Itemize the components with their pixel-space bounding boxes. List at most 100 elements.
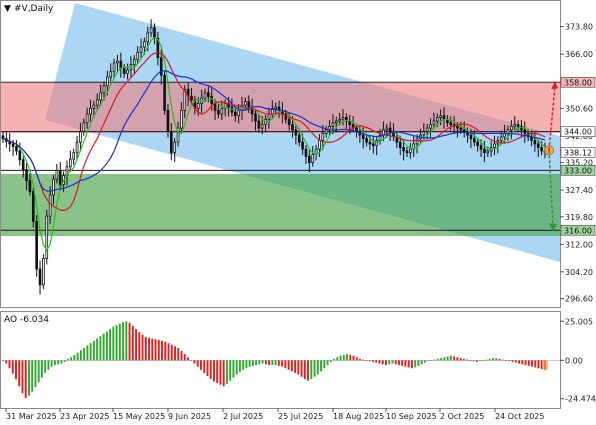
candle-body: [119, 60, 123, 69]
ao-bar: [362, 359, 365, 361]
ao-bar: [472, 360, 475, 362]
candle-body: [159, 57, 163, 76]
candle-body: [58, 169, 62, 185]
ao-bar: [323, 360, 326, 369]
candle-body: [82, 122, 86, 132]
candle-body: [388, 127, 392, 132]
ao-bar: [96, 338, 99, 361]
candle-body: [334, 120, 338, 124]
candle-body: [72, 152, 76, 160]
candle-body: [472, 138, 476, 143]
ao-bar: [449, 355, 452, 361]
candle-body: [79, 131, 82, 143]
ao-bar: [378, 360, 381, 364]
ao-bar: [381, 360, 384, 365]
ao-bar: [24, 360, 27, 398]
ao-bar: [161, 340, 163, 361]
ao-bar: [459, 358, 462, 361]
ao-tick-label: -24.474: [565, 395, 596, 404]
ao-bar: [436, 358, 439, 361]
candle-body: [89, 107, 92, 115]
candle-body: [136, 51, 139, 60]
ao-bar: [352, 355, 355, 361]
price-tick-label: 327.40: [565, 186, 593, 195]
ao-bar: [148, 337, 151, 361]
price-tick-label: 319.80: [565, 213, 593, 222]
candle-body: [11, 143, 15, 147]
ao-bar: [70, 357, 73, 361]
ao-bar: [219, 360, 222, 385]
candle-body: [456, 125, 459, 129]
ao-bar: [524, 360, 527, 366]
price-tick-label: 304.20: [565, 268, 593, 277]
ao-bar: [245, 360, 248, 369]
ao-bar: [128, 322, 131, 361]
ao-tick-label: 25.005: [565, 317, 593, 326]
candle-body: [75, 141, 79, 154]
candle-body: [294, 129, 298, 136]
moving-average-line: [2, 52, 546, 212]
candle-body: [247, 101, 251, 108]
candle-body: [536, 143, 540, 148]
candle-body: [166, 110, 170, 132]
ao-bar: [92, 340, 95, 361]
candle-body: [257, 120, 261, 129]
ao-bar: [540, 360, 543, 369]
ao-bar: [313, 360, 316, 377]
candle-body: [318, 140, 321, 150]
ao-bar: [417, 360, 420, 366]
candle-body: [237, 110, 240, 117]
ao-bar: [200, 360, 202, 370]
ao-bar: [2, 360, 4, 361]
candle-body: [176, 127, 180, 143]
support-zone: [1, 174, 560, 236]
ao-bar: [102, 333, 105, 361]
forecast-down-arrowhead: [549, 223, 557, 232]
candle-body: [25, 169, 28, 181]
candle-body: [516, 124, 520, 127]
ao-bar: [105, 331, 108, 361]
chevron-down-icon[interactable]: ▼: [4, 4, 11, 14]
level-label: 316.00: [564, 226, 592, 235]
candle-body: [146, 32, 150, 43]
ao-bar: [394, 360, 397, 365]
time-tick-label: 18 Aug 2025: [333, 412, 384, 421]
ao-bar: [157, 340, 160, 361]
ao-bar: [284, 360, 287, 369]
ao-bar: [479, 360, 482, 362]
candle-body: [21, 159, 25, 171]
candle-body: [92, 104, 96, 109]
ao-bar: [407, 360, 410, 368]
candle-body: [462, 129, 466, 132]
time-tick-label: 2 Jul 2025: [223, 412, 263, 421]
candle-body: [371, 143, 375, 147]
ao-bar: [76, 352, 79, 361]
candle-body: [109, 71, 113, 78]
ao-bar: [391, 360, 394, 364]
ao-last-bar-highlight: [542, 360, 548, 370]
ao-bar: [401, 360, 404, 366]
forecast-arrows: [544, 81, 558, 232]
candle-body: [429, 124, 432, 129]
moving-average-line: [2, 70, 546, 192]
candle-body: [183, 88, 187, 111]
ao-bar: [60, 360, 63, 364]
ao-bar: [466, 359, 469, 361]
candle-body: [506, 129, 510, 134]
candle-body: [156, 37, 160, 59]
ao-bar: [27, 360, 30, 396]
candle-body: [149, 27, 153, 34]
candle-body: [422, 131, 426, 136]
candle-body: [102, 85, 106, 94]
ao-bar: [359, 358, 361, 361]
candle-body: [301, 141, 304, 150]
candle-body: [476, 141, 479, 147]
candle-body: [69, 158, 72, 168]
ao-bar: [5, 360, 8, 364]
candle-body: [106, 76, 109, 87]
ao-bar: [501, 359, 504, 361]
ao-bar: [521, 360, 524, 365]
ao-bar: [264, 360, 267, 365]
ao-bar: [534, 360, 537, 368]
